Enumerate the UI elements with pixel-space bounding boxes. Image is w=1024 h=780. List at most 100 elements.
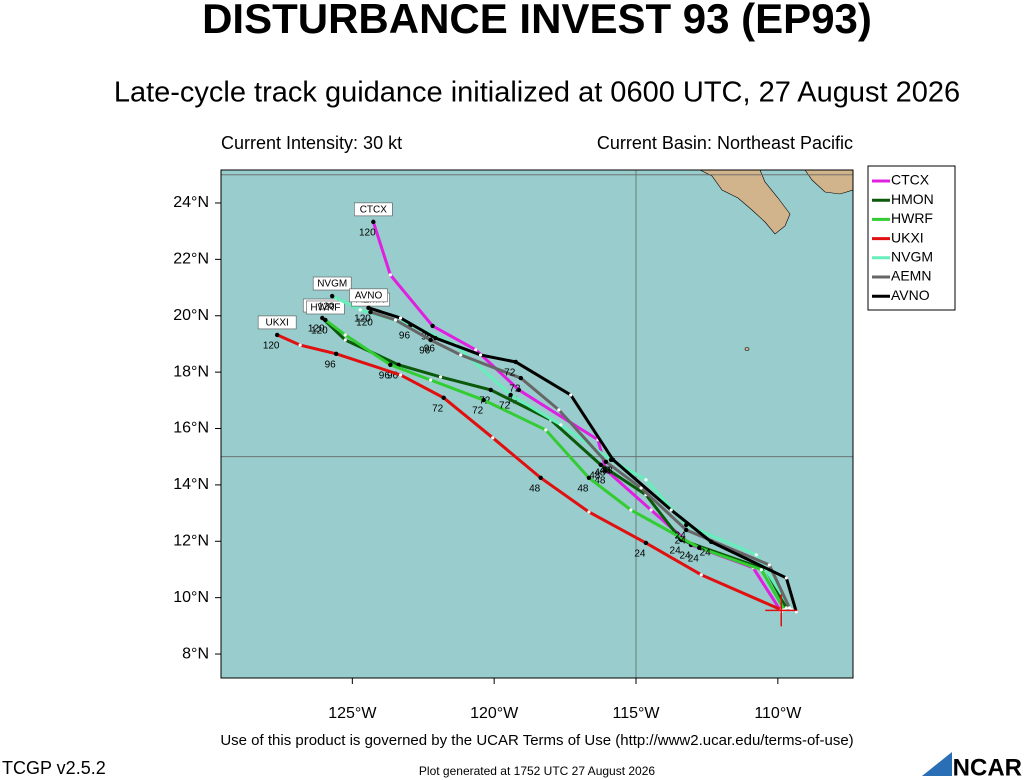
tau-label: 48 bbox=[529, 483, 541, 494]
tau-label: 24 bbox=[675, 536, 687, 547]
logo-mark bbox=[922, 752, 952, 776]
track-point bbox=[488, 387, 493, 393]
track-point bbox=[518, 375, 524, 381]
tau-label: 120 bbox=[318, 302, 335, 313]
baja bbox=[699, 170, 791, 235]
track-point bbox=[398, 316, 403, 320]
track-point bbox=[366, 305, 371, 311]
tau-label: 72 bbox=[472, 406, 484, 417]
tau-label: 120 bbox=[359, 228, 376, 239]
model-label: CTCX bbox=[360, 205, 388, 216]
track-point bbox=[393, 318, 398, 322]
tau-label: 48 bbox=[589, 471, 601, 482]
tau-label: 24 bbox=[675, 531, 687, 542]
tau-label: 96 bbox=[325, 359, 337, 370]
model-box bbox=[312, 276, 352, 291]
legend-label: AVNO bbox=[891, 287, 930, 303]
track-point bbox=[569, 393, 573, 397]
tau-label: 72 bbox=[432, 403, 444, 414]
tau-label: 96 bbox=[379, 370, 391, 381]
plot-area bbox=[221, 170, 853, 678]
track-point bbox=[759, 568, 763, 572]
chart-title: DISTURBANCE INVEST 93 (EP93) bbox=[202, 0, 872, 42]
tau-label: 48 bbox=[601, 465, 613, 476]
model-box bbox=[354, 202, 393, 217]
terms: Use of this product is governed by the U… bbox=[220, 732, 853, 749]
y-tick-label: 16°N bbox=[173, 420, 209, 437]
track-point bbox=[754, 553, 758, 557]
tau-label: 96 bbox=[399, 331, 411, 342]
track-point bbox=[433, 335, 438, 341]
track-point bbox=[639, 486, 643, 490]
track-point bbox=[784, 606, 788, 610]
tau-label: 24 bbox=[670, 546, 682, 557]
tau-label: 48 bbox=[594, 476, 606, 487]
track-point bbox=[481, 397, 486, 403]
track-point bbox=[323, 317, 328, 323]
track-point bbox=[610, 457, 616, 463]
track-point bbox=[368, 309, 373, 315]
y-tick-label: 8°N bbox=[182, 645, 209, 662]
track-point bbox=[629, 508, 633, 512]
track-point bbox=[320, 315, 325, 321]
tau-label: 96 bbox=[387, 370, 399, 381]
track-point bbox=[474, 348, 478, 352]
legend-label: AEMN bbox=[891, 268, 931, 284]
track-point bbox=[430, 323, 435, 329]
y-tick-label: 10°N bbox=[173, 589, 209, 606]
model-box bbox=[306, 300, 345, 315]
legend-label: UKXI bbox=[891, 229, 924, 245]
plot-layer: 24487296120CTCX24487296120HMON2448729612… bbox=[221, 170, 853, 678]
legend-label: HWRF bbox=[891, 210, 933, 226]
track-point bbox=[586, 475, 592, 481]
track-point bbox=[513, 359, 518, 365]
tau-label: 120 bbox=[354, 313, 371, 324]
track-point bbox=[559, 423, 563, 427]
tau-label: 24 bbox=[634, 549, 646, 560]
chart-subtitle: Late-cycle track guidance initialized at… bbox=[114, 77, 960, 109]
x-tick-label: 115°W bbox=[612, 705, 660, 722]
track-point bbox=[333, 351, 339, 357]
x-tick-label: 110°W bbox=[754, 705, 802, 722]
track-point bbox=[699, 573, 703, 577]
track-point bbox=[478, 353, 483, 357]
tau-label: 72 bbox=[499, 401, 511, 412]
track-point bbox=[441, 395, 446, 400]
track-point bbox=[767, 563, 771, 567]
track-point bbox=[684, 527, 689, 533]
track-point bbox=[669, 508, 673, 512]
track-point bbox=[538, 475, 543, 481]
model-label: UKXI bbox=[265, 318, 288, 329]
tau-label: 24 bbox=[679, 551, 691, 562]
model-label: HWRF bbox=[310, 303, 340, 314]
tau-label: 120 bbox=[263, 341, 280, 352]
intensity: Current Intensity: 30 kt bbox=[221, 133, 402, 153]
model-label: AVNO bbox=[355, 290, 383, 301]
model-box bbox=[257, 315, 297, 330]
tau-label: 120 bbox=[356, 318, 373, 329]
legend-label: NVGM bbox=[891, 249, 933, 265]
y-tick-label: 12°N bbox=[173, 532, 209, 549]
x-tick-label: 125°W bbox=[328, 705, 377, 722]
y-tick-label: 14°N bbox=[173, 476, 209, 493]
track-point bbox=[787, 606, 792, 610]
land bbox=[699, 170, 853, 351]
track-point bbox=[516, 387, 522, 393]
tau-label: 24 bbox=[700, 547, 712, 558]
track-point bbox=[329, 293, 335, 299]
track-point bbox=[598, 462, 604, 468]
track-point bbox=[298, 343, 302, 347]
track-point bbox=[343, 333, 347, 337]
track-point bbox=[438, 375, 443, 379]
track-point bbox=[343, 338, 347, 342]
basin: Current Basin: Northeast Pacific bbox=[597, 133, 853, 153]
generated: Plot generated at 1752 UTC 27 August 202… bbox=[419, 764, 655, 778]
tau-label: 120 bbox=[308, 324, 325, 335]
y-tick-label: 20°N bbox=[173, 307, 209, 324]
track-point bbox=[603, 459, 609, 464]
mainland bbox=[804, 170, 853, 195]
tau-label: 48 bbox=[577, 483, 589, 494]
version: TCGP v2.5.2 bbox=[2, 758, 106, 778]
track-point bbox=[274, 332, 280, 338]
